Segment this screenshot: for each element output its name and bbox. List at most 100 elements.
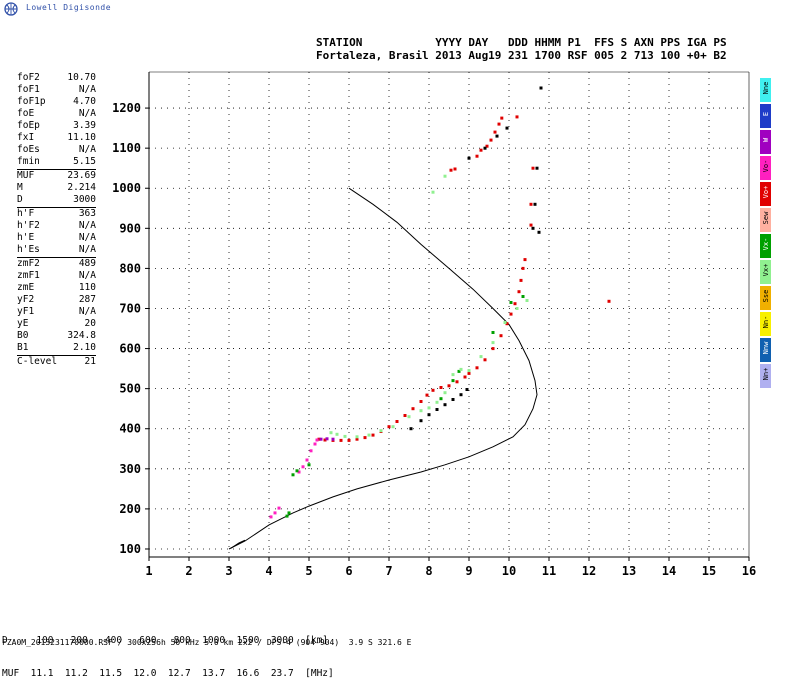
parameter-value: 5.15 [73, 156, 96, 167]
parameter-separator [17, 257, 96, 258]
parameter-row: zmF1 N/A [17, 270, 96, 282]
echo-point [491, 341, 495, 345]
echo-point [449, 168, 453, 172]
echo-point [335, 432, 339, 436]
parameter-row: yF2 287 [17, 294, 96, 306]
parameter-value: N/A [78, 232, 96, 243]
echo-point [435, 408, 439, 411]
parameter-name: foEp [17, 120, 40, 131]
echo-point [297, 470, 301, 474]
x-tick-label: 9 [465, 564, 472, 578]
legend-label: Nne [762, 81, 770, 95]
globe-icon [4, 2, 18, 16]
echo-point [443, 403, 447, 407]
echo-point [515, 307, 519, 310]
echo-point [439, 386, 443, 389]
parameter-name: B1 [17, 342, 29, 353]
header-line-1: STATION YYYY DAY DDD HHMM P1 FFS S AXN P… [316, 36, 727, 49]
echo-point [521, 266, 525, 270]
echo-point [435, 400, 439, 404]
y-tick-label: 200 [119, 502, 141, 516]
parameter-value: 489 [78, 258, 96, 269]
parameter-name: zmE [17, 282, 35, 293]
echo-point [499, 334, 503, 338]
parameter-separator [17, 207, 96, 208]
echo-point [379, 429, 383, 433]
parameter-row: zmE 110 [17, 282, 96, 294]
parameter-value: 10.70 [67, 72, 96, 83]
parameter-value: 324.8 [67, 330, 96, 341]
parameter-value: N/A [78, 270, 96, 281]
echo-point [513, 302, 517, 306]
parameter-row: foF2 10.70 [17, 72, 96, 84]
legend-item: Nne [760, 78, 771, 102]
echo-point [443, 174, 447, 178]
echo-point [529, 223, 533, 227]
y-tick-label: 300 [119, 462, 141, 476]
echo-point [491, 347, 495, 351]
echo-point [457, 369, 461, 373]
parameter-name: foF1 [17, 84, 40, 95]
echo-point [439, 397, 443, 401]
echo-point [287, 511, 291, 515]
legend-label: Nnw [762, 341, 770, 355]
echo-point [537, 230, 541, 234]
echo-point [459, 393, 463, 397]
parameter-name: foF2 [17, 72, 40, 83]
x-tick-label: 1 [145, 564, 152, 578]
echo-point [479, 148, 483, 152]
echo-point [387, 425, 391, 429]
echo-point [419, 419, 423, 423]
echo-point [443, 391, 447, 395]
echo-point [305, 458, 309, 462]
parameter-row: B1 2.10 [17, 342, 96, 354]
x-tick-label: 3 [225, 564, 232, 578]
parameter-value: 110 [78, 282, 96, 293]
echo-point [493, 130, 497, 134]
echo-point [525, 299, 529, 302]
parameter-value: 11.10 [67, 132, 96, 143]
parameter-value: N/A [78, 108, 96, 119]
parameter-value: 363 [78, 208, 96, 219]
echo-point [451, 373, 455, 377]
legend-label: Vx- [762, 237, 770, 251]
x-tick-label: 11 [542, 564, 556, 578]
echo-point [313, 442, 317, 446]
parameter-value: 4.70 [73, 96, 96, 107]
echo-point [529, 202, 533, 206]
parameter-row: zmF2 489 [17, 258, 96, 270]
echo-point [315, 438, 319, 442]
legend-label: Sse [762, 289, 770, 303]
legend-label: Sew [762, 211, 770, 225]
legend-item: Vx+ [760, 260, 771, 284]
echo-point [277, 506, 281, 510]
y-tick-label: 1100 [112, 141, 141, 155]
echo-point [347, 438, 351, 442]
legend-label: Vx+ [762, 263, 770, 277]
echo-point [331, 437, 335, 441]
echo-point [431, 190, 435, 194]
muf-distance-table: D 100 200 400 600 800 1000 1500 3000 [km… [2, 613, 334, 690]
parameter-name: zmF2 [17, 258, 40, 269]
y-tick-label: 900 [119, 221, 141, 235]
parameter-value: 21 [84, 356, 96, 367]
parameter-row: yE 20 [17, 318, 96, 330]
file-info: FZA0M_2013231170000.RSF / 300x256h 50 kH… [2, 638, 412, 647]
echo-point [395, 420, 399, 423]
echo-point [411, 407, 415, 411]
x-tick-label: 6 [345, 564, 352, 578]
parameter-row: h'Es N/A [17, 244, 96, 256]
parameter-name: fmin [17, 156, 40, 167]
header-line-2: Fortaleza, Brasil 2013 Aug19 231 1700 RS… [316, 49, 727, 62]
parameter-name: B0 [17, 330, 29, 341]
echo-point [467, 156, 471, 160]
echo-point [431, 388, 435, 392]
parameter-value: N/A [78, 144, 96, 155]
echo-point [447, 384, 451, 388]
echo-point [391, 425, 395, 429]
x-tick-label: 13 [622, 564, 636, 578]
logo: Lowell Digisonde [4, 2, 144, 18]
y-tick-label: 800 [119, 261, 141, 275]
legend-item: E [760, 104, 771, 128]
echo-point [307, 463, 311, 467]
